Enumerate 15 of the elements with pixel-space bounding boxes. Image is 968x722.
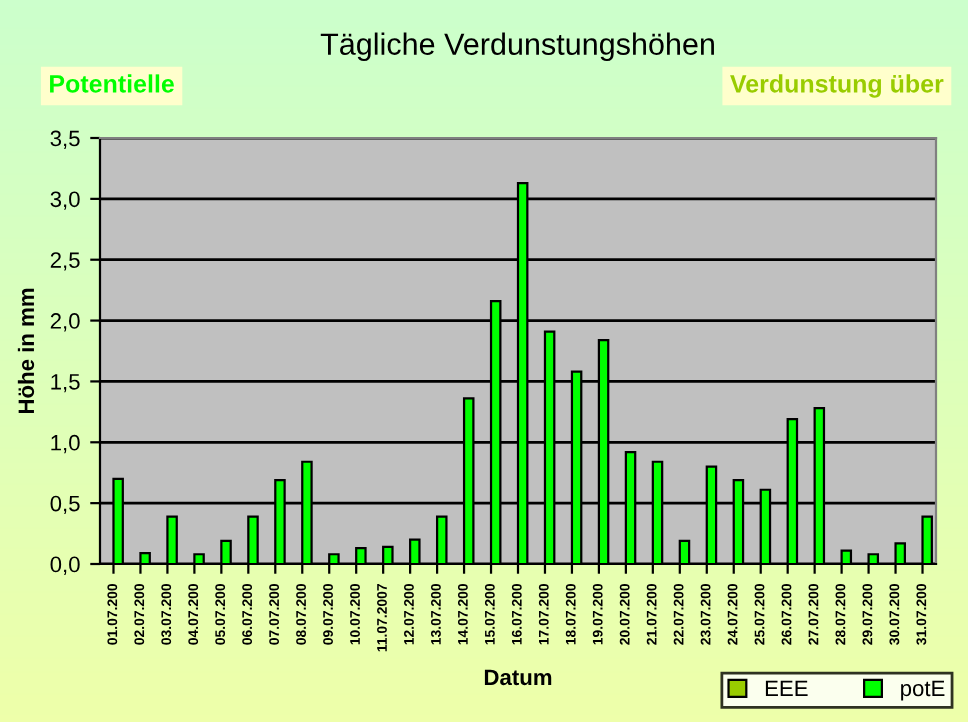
y-tick-label: 3,5	[50, 130, 80, 149]
x-axis-title: Datum	[484, 669, 552, 686]
y-tick-label: 3,0	[50, 191, 80, 210]
y-tick-label: 0,0	[50, 556, 80, 575]
y-axis-title: Höhe in mm	[17, 288, 35, 414]
chart-title: Tägliche Verdunstungshöhen	[320, 32, 714, 62]
y-tick-label: 2,5	[50, 252, 80, 271]
y-tick-label: 0,5	[50, 495, 80, 515]
y-tick-label: 2,0	[50, 313, 80, 332]
y-tick-label: 1,0	[51, 434, 80, 454]
legend-label: EEE	[765, 680, 808, 696]
legend-label: potE	[901, 680, 945, 701]
y-tick-label: 1,5	[51, 374, 80, 393]
text: Verdunstung über	[730, 74, 944, 98]
text: Potentielle	[50, 74, 174, 93]
